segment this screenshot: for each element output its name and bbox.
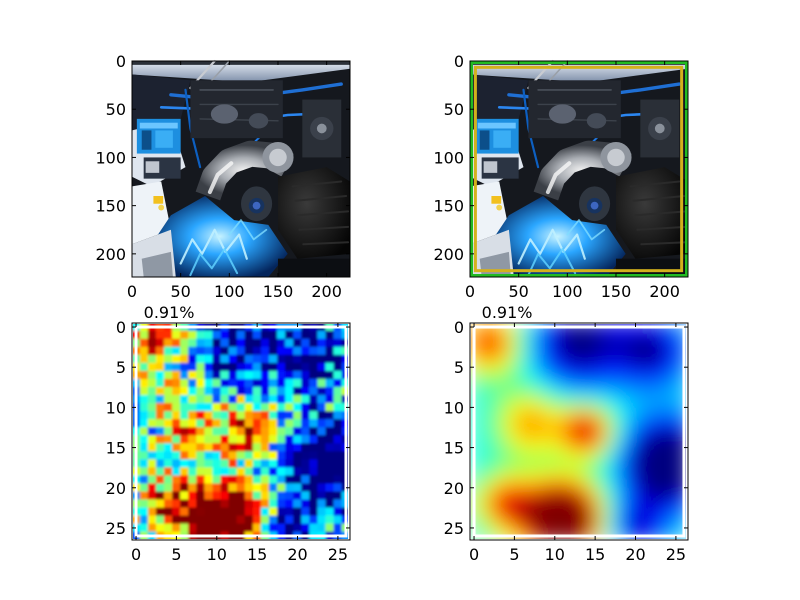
y-tick-label: 5 bbox=[116, 358, 126, 377]
x-tick-label: 15 bbox=[247, 545, 267, 564]
x-tick-label: 200 bbox=[311, 282, 342, 301]
axes-frame bbox=[469, 322, 689, 541]
x-tick-label: 100 bbox=[214, 282, 245, 301]
x-tick-label: 150 bbox=[601, 282, 632, 301]
axes-frame bbox=[131, 60, 351, 278]
ground-truth-box bbox=[470, 61, 688, 277]
bounding-boxes bbox=[470, 61, 688, 277]
y-tick-label: 100 bbox=[433, 148, 464, 167]
heatmap-pixelated bbox=[133, 324, 348, 539]
x-tick-label: 0 bbox=[465, 282, 475, 301]
axes-title: 0.91% bbox=[482, 303, 533, 322]
x-tick-label: 5 bbox=[509, 545, 519, 564]
y-tick-label: 25 bbox=[106, 519, 126, 538]
x-tick-label: 150 bbox=[263, 282, 294, 301]
axes-4: 0 5 10 15 20 25 0 5 10 15 20 25 0.91% bbox=[444, 303, 689, 564]
y-tick-label: 100 bbox=[95, 148, 126, 167]
x-tick-label: 25 bbox=[328, 545, 348, 564]
y-tick-label: 50 bbox=[444, 100, 464, 119]
y-tick-label: 0 bbox=[454, 52, 464, 71]
y-tick-label: 50 bbox=[106, 100, 126, 119]
y-tick-label: 25 bbox=[444, 519, 464, 538]
x-tick-label: 50 bbox=[508, 282, 528, 301]
y-tick-label: 0 bbox=[454, 318, 464, 337]
y-tick-label: 15 bbox=[106, 439, 126, 458]
region-box bbox=[134, 325, 348, 538]
y-tick-label: 20 bbox=[444, 479, 464, 498]
x-tick-label: 5 bbox=[171, 545, 181, 564]
x-tick-label: 200 bbox=[649, 282, 680, 301]
y-tick-label: 10 bbox=[106, 398, 126, 417]
x-tick-label: 50 bbox=[170, 282, 190, 301]
y-tick-label: 20 bbox=[106, 479, 126, 498]
predicted-box bbox=[473, 65, 684, 273]
y-tick-label: 10 bbox=[444, 398, 464, 417]
y-tick-label: 0 bbox=[116, 318, 126, 337]
y-tick-label: 150 bbox=[95, 197, 126, 216]
panel-2-photo bbox=[470, 59, 688, 277]
x-tick-label: 10 bbox=[545, 545, 565, 564]
axes-frame bbox=[469, 60, 689, 278]
axes-title: 0.91% bbox=[144, 303, 195, 322]
axes-frame bbox=[131, 322, 351, 541]
x-tick-label: 0 bbox=[127, 282, 137, 301]
x-tick-label: 20 bbox=[287, 545, 307, 564]
axes-3: 0 5 10 15 20 25 0 5 10 15 20 25 0.91% bbox=[106, 303, 351, 564]
y-tick-label: 0 bbox=[116, 52, 126, 71]
region-box bbox=[472, 325, 686, 538]
y-tick-label: 150 bbox=[433, 197, 464, 216]
x-tick-label: 25 bbox=[666, 545, 686, 564]
y-tick-label: 200 bbox=[433, 245, 464, 264]
x-tick-label: 10 bbox=[207, 545, 227, 564]
x-tick-label: 100 bbox=[552, 282, 583, 301]
y-tick-label: 15 bbox=[444, 439, 464, 458]
x-tick-label: 15 bbox=[585, 545, 605, 564]
y-tick-label: 200 bbox=[95, 245, 126, 264]
panel-1-photo bbox=[132, 59, 350, 277]
y-tick-label: 5 bbox=[454, 358, 464, 377]
x-tick-label: 20 bbox=[625, 545, 645, 564]
x-tick-label: 0 bbox=[131, 545, 141, 564]
heatmap-smooth bbox=[471, 324, 686, 539]
x-tick-label: 0 bbox=[469, 545, 479, 564]
